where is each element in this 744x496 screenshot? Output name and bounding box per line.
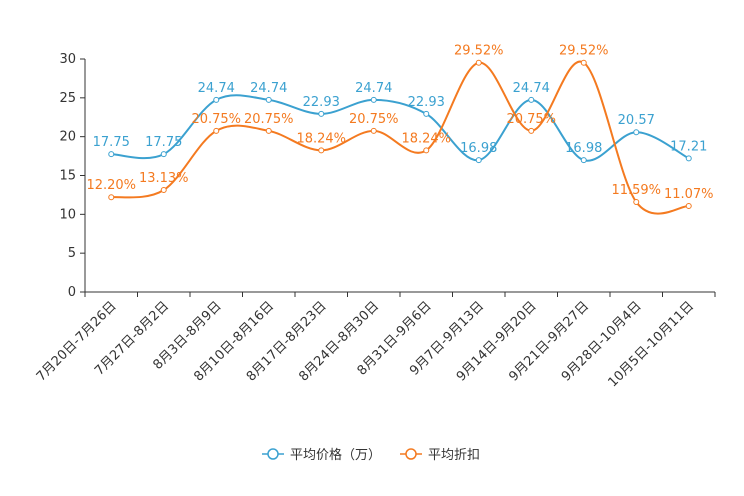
series-avg-price: 17.75 17.75 24.74 24.74 22.93 24.74 22.93 16.98… [93, 81, 707, 164]
legend-item-avg-discount[interactable]: 平均折扣 [400, 448, 480, 463]
data-label: 20.75% [244, 112, 294, 127]
data-label: 17.21 [670, 139, 707, 154]
data-label: 11.59% [611, 183, 661, 198]
data-point [108, 151, 115, 158]
data-label: 29.52% [454, 44, 504, 59]
data-point [423, 147, 430, 154]
data-label: 18.24% [296, 131, 346, 146]
legend-label: 平均折扣 [428, 448, 480, 463]
data-point [528, 127, 535, 134]
data-point [633, 129, 640, 136]
data-label: 13.13% [139, 171, 189, 186]
data-point [265, 96, 272, 103]
data-point [370, 96, 377, 103]
data-label: 20.75% [349, 112, 399, 127]
data-label: 24.74 [355, 81, 392, 96]
legend-marker-icon [267, 448, 279, 460]
data-point [370, 127, 377, 134]
series-group: 17.75 17.75 24.74 24.74 22.93 24.74 22.93 16.98… [86, 44, 714, 215]
legend-marker-icon [405, 448, 417, 460]
data-point [213, 127, 220, 134]
data-point [318, 147, 325, 154]
data-label: 22.93 [408, 95, 445, 110]
y-tick-label: 15 [59, 169, 76, 184]
data-point [160, 151, 167, 158]
y-tick-label: 10 [59, 207, 76, 222]
data-label: 17.75 [93, 135, 130, 150]
y-tick-label: 25 [59, 91, 76, 106]
data-label: 24.74 [250, 81, 287, 96]
data-point [160, 187, 167, 194]
data-label: 20.57 [618, 113, 655, 128]
data-point [528, 96, 535, 103]
data-point [265, 127, 272, 134]
data-point [580, 59, 587, 66]
legend[interactable]: 平均价格（万） 平均折扣 [262, 447, 480, 463]
data-label: 24.74 [513, 81, 550, 96]
legend-item-avg-price[interactable]: 平均价格（万） [262, 447, 381, 463]
series-avg-discount: 12.20% 13.13%20.75% 20.75%18.24%20.75%18.2… [86, 44, 714, 215]
data-label: 24.74 [198, 81, 235, 96]
data-label: 16.98 [565, 141, 602, 156]
data-point [423, 110, 430, 117]
data-point [108, 194, 115, 201]
data-point [318, 110, 325, 117]
data-point [633, 198, 640, 205]
y-tick-label: 5 [68, 246, 76, 261]
data-label: 17.75 [145, 135, 182, 150]
data-point [475, 59, 482, 66]
data-label: 16.98 [460, 141, 497, 156]
data-label: 20.75% [506, 112, 556, 127]
y-tick-label: 30 [59, 52, 76, 67]
data-point [475, 157, 482, 164]
data-label: 22.93 [303, 95, 340, 110]
data-label: 18.24% [401, 131, 451, 146]
data-label: 29.52% [559, 44, 609, 59]
data-point [685, 155, 692, 162]
y-tick-label: 0 [68, 285, 76, 300]
legend-label: 平均价格（万） [290, 447, 381, 463]
data-point [580, 157, 587, 164]
data-label: 20.75% [191, 112, 241, 127]
data-point [685, 203, 692, 210]
data-point [213, 96, 220, 103]
data-label: 12.20% [86, 178, 136, 193]
y-tick-label: 20 [59, 130, 76, 145]
data-label: 11.07% [664, 187, 714, 202]
